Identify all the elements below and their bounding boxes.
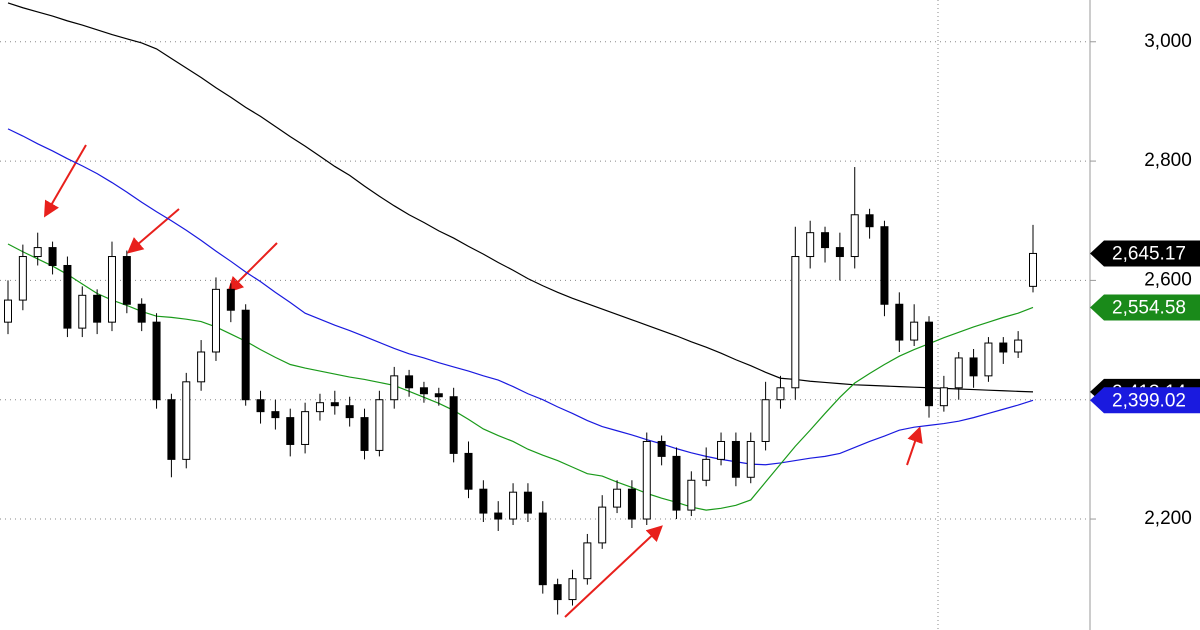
candle-body xyxy=(405,375,414,389)
candle-body xyxy=(835,247,844,258)
price-tag xyxy=(1090,240,1200,267)
arrow xyxy=(43,144,87,218)
candle-body xyxy=(613,488,622,508)
moving-average-line xyxy=(7,243,1034,511)
candle-body xyxy=(271,411,280,419)
candle-body xyxy=(999,342,1008,353)
candle-body xyxy=(969,357,978,377)
price-tag-label: 2,554.58 xyxy=(1112,298,1186,319)
candle-body xyxy=(137,303,146,323)
y-tick-label: 2,200 xyxy=(1144,508,1192,529)
candle-body xyxy=(568,578,577,601)
candle-body xyxy=(226,288,235,311)
candle-body xyxy=(182,381,191,460)
candle-body xyxy=(330,402,339,407)
candle-body xyxy=(895,303,904,341)
candle-body xyxy=(48,247,57,266)
candle-body xyxy=(910,321,919,341)
candle-body xyxy=(419,387,428,395)
candle-body xyxy=(880,226,889,305)
candle-body xyxy=(63,264,72,329)
candle-body xyxy=(301,411,310,445)
moving-average-line xyxy=(7,128,1034,466)
candle-body xyxy=(93,294,102,323)
candle-body xyxy=(18,256,27,301)
candle-body xyxy=(375,399,384,451)
candle-body xyxy=(464,452,473,490)
arrow xyxy=(906,426,923,466)
moving-average-line xyxy=(7,2,1034,393)
candle-body xyxy=(717,440,726,460)
candle-body xyxy=(1014,339,1023,353)
candle-body xyxy=(954,357,963,389)
y-tick-label: 2,600 xyxy=(1144,269,1192,290)
candle-body xyxy=(1029,252,1037,287)
candle-body xyxy=(211,288,220,353)
price-tag-label: 2,399.02 xyxy=(1112,390,1186,411)
annotation-arrows xyxy=(43,144,923,618)
arrow xyxy=(227,242,278,293)
candle-body xyxy=(687,479,696,511)
candle-body xyxy=(360,417,369,451)
candle-body xyxy=(642,440,651,520)
candle-body xyxy=(107,256,116,323)
candle-body xyxy=(672,455,681,511)
arrow xyxy=(564,525,663,618)
candle-body xyxy=(345,405,354,419)
candle-body xyxy=(925,321,934,407)
candle-body xyxy=(865,214,874,228)
candle-body xyxy=(538,512,547,586)
candle-body xyxy=(657,440,666,457)
candle-body xyxy=(627,488,636,520)
price-tag xyxy=(1090,387,1200,414)
candle-body xyxy=(390,375,399,401)
candle-body xyxy=(4,299,12,323)
candle-body xyxy=(791,256,800,389)
candle-body xyxy=(494,512,503,520)
candle-body xyxy=(315,402,324,413)
candle-body xyxy=(806,232,815,258)
candle-body xyxy=(256,399,265,413)
candle-body xyxy=(746,440,755,478)
candle-body xyxy=(939,387,948,407)
candle-body xyxy=(850,214,859,258)
candle-body xyxy=(197,351,206,383)
candle-body xyxy=(78,294,87,329)
candle-body xyxy=(598,506,607,544)
candle-body xyxy=(553,584,562,601)
candle-body xyxy=(583,542,592,580)
candle-body xyxy=(434,393,443,398)
y-tick-label: 3,000 xyxy=(1144,31,1192,52)
candle-body xyxy=(479,488,488,514)
candle-body xyxy=(241,309,250,401)
candle-body xyxy=(821,232,830,249)
candle-body xyxy=(122,256,131,305)
candle-body xyxy=(167,399,176,460)
y-tick-label: 2,800 xyxy=(1144,150,1192,171)
candle-body xyxy=(761,399,770,442)
candle-body xyxy=(152,321,161,401)
candle-body xyxy=(731,440,740,478)
arrow xyxy=(126,208,180,254)
candle-body xyxy=(523,491,532,514)
candle-body xyxy=(449,396,458,454)
price-tag-label: 2,645.17 xyxy=(1112,243,1186,264)
candle-body xyxy=(984,342,993,377)
candle-body xyxy=(33,247,42,258)
candle-body xyxy=(776,387,785,401)
candle-body xyxy=(702,458,711,481)
candle-body xyxy=(509,491,518,520)
price-tag xyxy=(1090,294,1200,321)
candle-body xyxy=(286,417,295,445)
